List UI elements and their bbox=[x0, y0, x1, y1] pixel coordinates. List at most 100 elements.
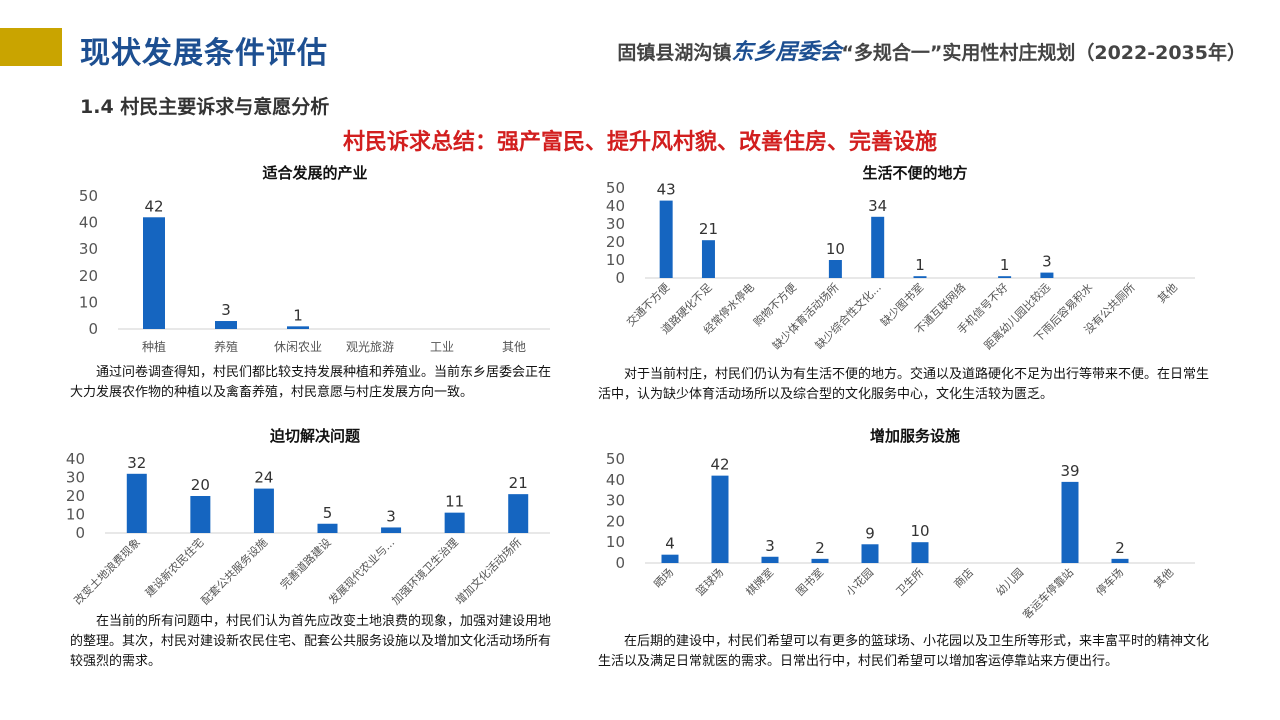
bar bbox=[253, 488, 274, 533]
bar bbox=[444, 512, 465, 533]
bar bbox=[317, 523, 338, 533]
category-label: 其他 bbox=[1151, 566, 1176, 591]
data-label: 2 bbox=[1115, 539, 1125, 557]
y-tick-label: 30 bbox=[606, 492, 625, 510]
data-label: 20 bbox=[191, 476, 210, 494]
category-label: 棋牌室 bbox=[743, 565, 776, 598]
chart-title-inconvenience: 生活不便的地方 bbox=[862, 164, 968, 182]
category-label: 加强环境卫生治理 bbox=[389, 535, 461, 607]
data-label: 43 bbox=[657, 181, 676, 199]
chart-title-industry: 适合发展的产业 bbox=[262, 164, 368, 182]
bar bbox=[661, 554, 679, 563]
inconvenience-description: 对于当前村庄，村民们仍认为有生活不便的地方。交通以及道路硬化不足为出行等带来不便… bbox=[598, 367, 1210, 402]
data-label: 3 bbox=[765, 537, 775, 555]
data-label: 3 bbox=[1042, 253, 1052, 271]
project-title-suffix: “多规合一”实用性村庄规划（2022-2035年） bbox=[841, 42, 1246, 64]
category-label: 小花园 bbox=[844, 566, 877, 599]
category-label: 工业 bbox=[430, 340, 454, 354]
data-label: 4 bbox=[665, 535, 675, 553]
category-label: 种植 bbox=[142, 339, 166, 354]
data-label: 42 bbox=[144, 197, 163, 215]
bar bbox=[126, 473, 147, 533]
bar bbox=[998, 276, 1012, 278]
data-label: 34 bbox=[868, 197, 887, 215]
bar bbox=[215, 321, 237, 329]
category-label: 休闲农业 bbox=[274, 340, 322, 354]
urgent-issues-description: 在当前的所有问题中，村民们认为首先应改变土地浪费的现象，加强对建设用地的整理。其… bbox=[70, 614, 552, 669]
bar bbox=[701, 240, 715, 278]
category-label: 养殖 bbox=[214, 339, 238, 354]
category-label: 商店 bbox=[951, 565, 976, 590]
category-label: 其他 bbox=[1155, 281, 1180, 306]
bar bbox=[287, 326, 309, 329]
y-tick-label: 0 bbox=[75, 524, 85, 542]
data-label: 9 bbox=[865, 524, 875, 542]
y-tick-label: 20 bbox=[606, 512, 625, 530]
category-label: 图书室 bbox=[793, 565, 826, 598]
category-label: 卫生所 bbox=[893, 565, 926, 598]
data-label: 10 bbox=[910, 522, 929, 540]
y-tick-label: 20 bbox=[79, 267, 98, 285]
bar bbox=[1040, 272, 1054, 278]
y-tick-label: 50 bbox=[606, 179, 625, 197]
y-tick-label: 40 bbox=[79, 214, 98, 232]
y-tick-label: 10 bbox=[66, 506, 85, 524]
y-tick-label: 20 bbox=[606, 233, 625, 251]
y-tick-label: 30 bbox=[79, 240, 98, 258]
data-label: 42 bbox=[710, 456, 729, 474]
data-label: 11 bbox=[445, 493, 464, 511]
category-label: 发展现代农业与... bbox=[325, 535, 397, 607]
category-label: 改变土地浪费现象 bbox=[71, 535, 143, 607]
y-tick-label: 10 bbox=[606, 251, 625, 269]
category-label: 增加文化活动场所 bbox=[452, 535, 524, 607]
bar bbox=[811, 558, 829, 563]
chart-title-service-facilities: 增加服务设施 bbox=[869, 427, 960, 445]
bar bbox=[911, 542, 929, 563]
y-tick-label: 30 bbox=[66, 469, 85, 487]
data-label: 1 bbox=[915, 256, 925, 274]
bar bbox=[913, 276, 927, 278]
y-tick-label: 50 bbox=[79, 187, 98, 205]
category-label: 停车场 bbox=[1093, 565, 1126, 598]
bar bbox=[659, 200, 673, 278]
bar bbox=[871, 216, 885, 278]
category-label: 篮球场 bbox=[693, 565, 726, 598]
bar bbox=[761, 556, 779, 563]
data-label: 10 bbox=[826, 240, 845, 258]
bar bbox=[828, 260, 842, 278]
demand-summary: 村民诉求总结：强产富民、提升风村貌、改善住房、完善设施 bbox=[342, 130, 937, 155]
y-tick-label: 40 bbox=[66, 450, 85, 468]
header-accent-bar bbox=[0, 28, 62, 66]
page-title: 现状发展条件评估 bbox=[80, 36, 328, 71]
category-label: 观光旅游 bbox=[346, 340, 394, 354]
category-label: 完善道路建设 bbox=[277, 535, 334, 592]
y-tick-label: 30 bbox=[606, 215, 625, 233]
industry-description: 通过问卷调查得知，村民们都比较支持发展种植和养殖业。当前东乡居委会正在大力发展农… bbox=[70, 365, 552, 400]
data-label: 21 bbox=[509, 474, 528, 492]
bar bbox=[1061, 481, 1079, 563]
data-label: 1 bbox=[293, 306, 303, 324]
bar bbox=[861, 544, 879, 563]
bar bbox=[143, 217, 165, 329]
chart-title-urgent-issues: 迫切解决问题 bbox=[269, 427, 360, 445]
y-tick-label: 0 bbox=[615, 554, 625, 572]
y-tick-label: 50 bbox=[606, 450, 625, 468]
data-label: 3 bbox=[221, 301, 231, 319]
data-label: 1 bbox=[1000, 256, 1010, 274]
category-label: 其他 bbox=[502, 340, 526, 354]
bar bbox=[1111, 558, 1129, 563]
data-label: 21 bbox=[699, 220, 718, 238]
category-label: 幼儿园 bbox=[994, 566, 1027, 599]
bar bbox=[508, 494, 529, 533]
data-label: 24 bbox=[254, 469, 273, 487]
category-label: 晒场 bbox=[651, 565, 676, 590]
bar bbox=[381, 527, 402, 533]
y-tick-label: 0 bbox=[615, 269, 625, 287]
y-tick-label: 10 bbox=[606, 533, 625, 551]
y-tick-label: 40 bbox=[606, 197, 625, 215]
data-label: 3 bbox=[386, 507, 396, 525]
category-label: 建设新农民住宅 bbox=[142, 535, 206, 599]
bar bbox=[711, 475, 729, 563]
data-label: 39 bbox=[1060, 462, 1079, 480]
